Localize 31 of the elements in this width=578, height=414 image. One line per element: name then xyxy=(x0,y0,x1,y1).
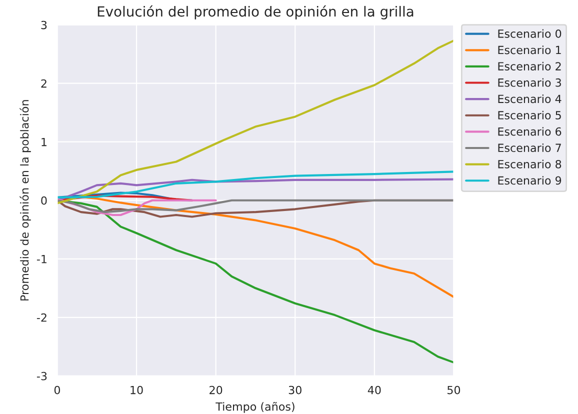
legend-label: Escenario 1 xyxy=(498,46,561,54)
legend-label: Escenario 7 xyxy=(498,143,561,152)
line-series xyxy=(57,40,454,204)
legend-label: Escenario 2 xyxy=(498,62,561,71)
line-series xyxy=(57,170,454,198)
y-tick-label: 1 xyxy=(42,138,46,146)
line-series xyxy=(57,198,217,216)
line-series xyxy=(57,178,454,202)
x-tick-label: 10 xyxy=(130,386,143,394)
y-tick-label: 2 xyxy=(41,79,46,88)
legend-label: Escenario 5 xyxy=(498,110,561,120)
legend-label: Escenario 8 xyxy=(498,160,562,168)
x-axis-title: Tiempo (años) xyxy=(216,402,294,413)
line-series xyxy=(57,199,454,214)
legend-label: Escenario 6 xyxy=(498,127,562,136)
y-axis-title: Promedio de opinión en la población xyxy=(20,100,31,300)
x-tick-label: 40 xyxy=(368,386,381,394)
y-tick-label: -3 xyxy=(36,372,47,380)
y-tick-label: 3 xyxy=(41,20,47,30)
legend-label: Escenario 3 xyxy=(498,78,561,87)
chart-title: Evolución del promedio de opinión en la grilla xyxy=(98,5,414,20)
x-tick-label: 50 xyxy=(448,386,460,394)
x-tick-label: 30 xyxy=(288,386,302,394)
x-tick-label: 0 xyxy=(54,386,60,394)
x-tick-label: 20 xyxy=(210,386,222,394)
y-tick-label: -2 xyxy=(36,313,46,322)
legend-label: Escenario 4 xyxy=(498,94,562,104)
y-tick-label: 0 xyxy=(41,196,47,205)
y-tick-label: -1 xyxy=(36,255,46,264)
legend-label: Escenario 9 xyxy=(498,176,562,185)
legend-label: Escenario 0 xyxy=(498,29,562,38)
